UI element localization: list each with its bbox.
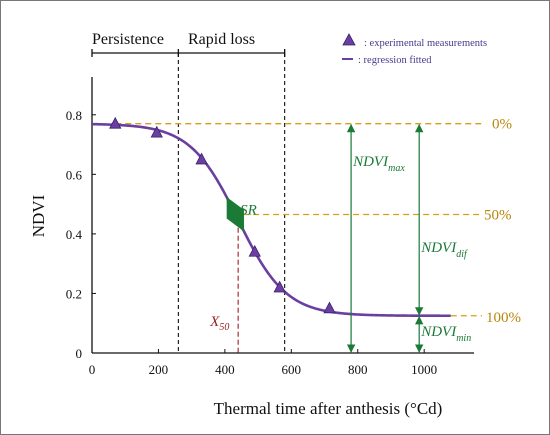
measurement-point-4	[273, 280, 286, 293]
reference-label-1: 50%	[484, 208, 512, 224]
y-axis-label: NDVI	[29, 194, 48, 237]
x-tick-label-3: 600	[282, 362, 302, 377]
x50-subscript: 50	[219, 322, 229, 333]
measurement-point-1	[150, 125, 163, 138]
phase-label-rapid-loss: Rapid loss	[188, 31, 255, 48]
legend-label-measurements: : experimental measurements	[364, 38, 487, 49]
y-tick-label-1: 0.2	[66, 286, 82, 301]
reference-label-2: 100%	[486, 310, 521, 326]
x-tick-label-2: 400	[215, 362, 235, 377]
measurement-point-3	[248, 244, 261, 257]
x-tick-label-1: 200	[149, 362, 169, 377]
x-tick-label-0: 0	[89, 362, 96, 377]
measurement-point-2	[195, 152, 208, 165]
y-tick-label-3: 0.6	[66, 167, 83, 182]
x-axis-label: Thermal time after anthesis (°Cd)	[214, 399, 443, 418]
measurement-point-0	[109, 116, 122, 129]
y-tick-label-0: 0	[76, 346, 83, 361]
sr-label: SR	[240, 203, 257, 219]
legend-label-regression: : regression fitted	[358, 55, 432, 66]
regression-curve	[91, 122, 451, 318]
ndvi-dif-label: NDVIdif	[420, 240, 468, 260]
ndvi-dif-label-subscript: dif	[456, 249, 468, 260]
legend-marker-triangle	[342, 33, 356, 46]
y-tick-label-4: 0.8	[66, 108, 82, 123]
sr-slope-arrow	[226, 196, 245, 232]
ndvi-max-label-subscript: max	[388, 163, 405, 174]
x-tick-label-4: 800	[348, 362, 368, 377]
phase-label-persistence: Persistence	[92, 31, 164, 48]
reference-label-0: 0%	[492, 117, 512, 133]
measurement-point-5	[323, 301, 336, 314]
ndvi-min-label-subscript: min	[456, 333, 471, 344]
y-tick-label-2: 0.4	[66, 227, 83, 242]
x-tick-label-5: 1000	[411, 362, 437, 377]
